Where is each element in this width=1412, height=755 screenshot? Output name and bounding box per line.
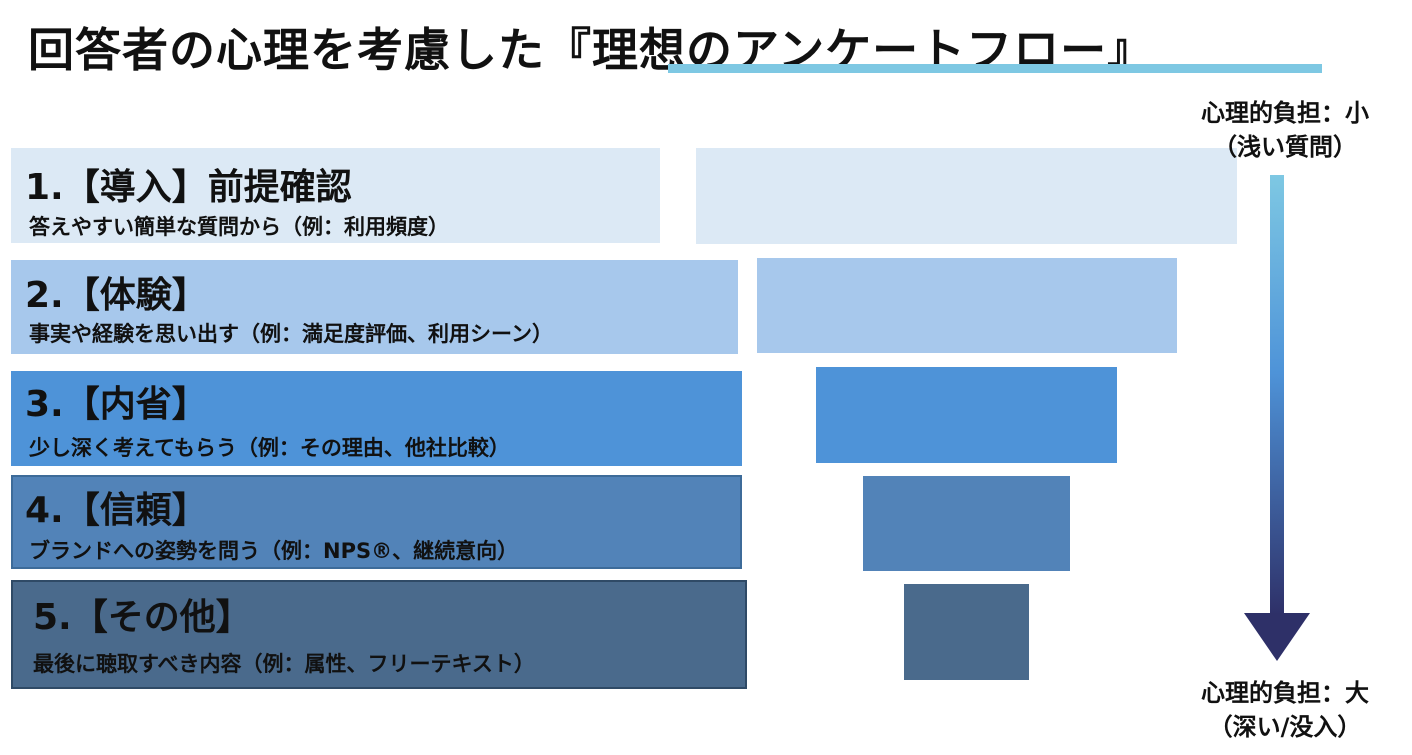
step-2-box: 2.【体験】 事実や経験を思い出す（例：満足度評価、利用シーン） bbox=[11, 260, 738, 354]
step-1-box: 1.【導入】前提確認 答えやすい簡単な質問から（例：利用頻度） bbox=[11, 148, 660, 243]
step-4-box: 4.【信頼】 ブランドへの姿勢を問う（例：NPS®、継続意向） bbox=[11, 475, 742, 569]
title-underline bbox=[668, 64, 1322, 73]
down-arrow-icon bbox=[1244, 175, 1310, 661]
step-2-description: 事実や経験を思い出す（例：満足度評価、利用シーン） bbox=[29, 322, 553, 346]
burden-high-subtext: （深い/没入） bbox=[1208, 713, 1362, 741]
burden-high-text: 心理的負担：大 bbox=[1201, 679, 1369, 707]
funnel-bar-2 bbox=[757, 258, 1177, 353]
burden-low-label: 心理的負担：小 （浅い質問） bbox=[1160, 96, 1410, 164]
funnel-bar-4 bbox=[863, 476, 1070, 571]
title-prefix: 回答者の心理を考慮した bbox=[28, 23, 545, 77]
step-3-box: 3.【内省】 少し深く考えてもらう（例：その理由、他社比較） bbox=[11, 371, 742, 466]
step-5-description: 最後に聴取すべき内容（例：属性、フリーテキスト） bbox=[33, 652, 535, 676]
step-4-heading: 4.【信頼】 bbox=[25, 490, 208, 531]
burden-low-subtext: （浅い質問） bbox=[1213, 133, 1357, 161]
step-5-heading: 5.【その他】 bbox=[33, 597, 252, 638]
funnel-bar-5 bbox=[904, 584, 1029, 680]
funnel-bar-1 bbox=[696, 148, 1237, 244]
step-2-heading: 2.【体験】 bbox=[25, 275, 208, 316]
burden-high-label: 心理的負担：大 （深い/没入） bbox=[1160, 676, 1410, 744]
step-4-description: ブランドへの姿勢を問う（例：NPS®、継続意向） bbox=[29, 539, 519, 563]
step-1-description: 答えやすい簡単な質問から（例：利用頻度） bbox=[29, 215, 449, 239]
burden-low-text: 心理的負担：小 bbox=[1201, 99, 1369, 127]
step-3-heading: 3.【内省】 bbox=[25, 384, 208, 425]
page-title: 回答者の心理を考慮した『理想のアンケートフロー』 bbox=[28, 14, 1154, 80]
funnel-bar-3 bbox=[816, 367, 1117, 463]
step-5-box: 5.【その他】 最後に聴取すべき内容（例：属性、フリーテキスト） bbox=[11, 580, 747, 689]
step-3-description: 少し深く考えてもらう（例：その理由、他社比較） bbox=[29, 436, 510, 460]
step-1-heading: 1.【導入】前提確認 bbox=[25, 167, 352, 208]
